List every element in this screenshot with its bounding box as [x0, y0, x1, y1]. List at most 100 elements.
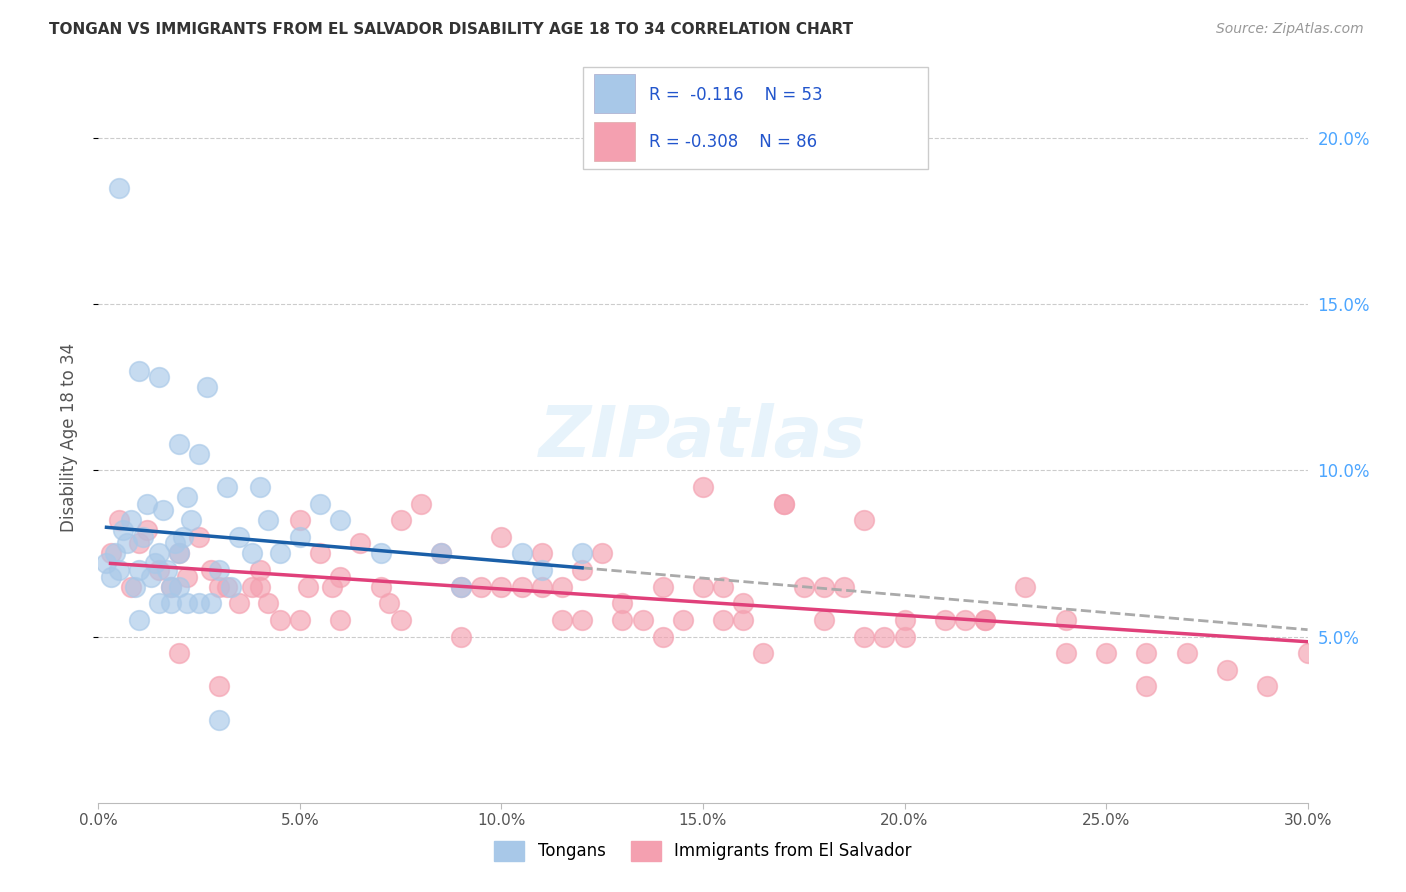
Y-axis label: Disability Age 18 to 34: Disability Age 18 to 34 [59, 343, 77, 532]
Point [188, 447, 211, 461]
Point [217, 580, 239, 594]
Point [128, 563, 150, 577]
Point [389, 613, 412, 627]
Point [107, 513, 129, 527]
Point [103, 546, 125, 560]
Point [491, 530, 513, 544]
Point [321, 580, 343, 594]
Point [1256, 680, 1278, 694]
Legend: Tongans, Immigrants from El Salvador: Tongans, Immigrants from El Salvador [488, 834, 918, 868]
Point [128, 536, 150, 550]
Point [139, 570, 162, 584]
Point [409, 497, 432, 511]
Point [631, 613, 654, 627]
Point [591, 546, 613, 560]
Point [450, 630, 472, 644]
Point [256, 596, 278, 610]
Point [450, 580, 472, 594]
Point [934, 613, 956, 627]
Point [1135, 646, 1157, 660]
Point [1296, 646, 1319, 660]
Point [1135, 680, 1157, 694]
Point [974, 613, 997, 627]
Point [329, 613, 352, 627]
Point [148, 596, 170, 610]
Point [692, 580, 714, 594]
Point [228, 530, 250, 544]
Point [430, 546, 453, 560]
Point [297, 580, 319, 594]
Point [100, 570, 122, 584]
Point [1175, 646, 1198, 660]
Point [188, 596, 211, 610]
Point [249, 580, 271, 594]
Point [893, 630, 915, 644]
Point [143, 557, 166, 571]
Point [167, 546, 190, 560]
Point [124, 580, 146, 594]
Point [208, 563, 231, 577]
Point [221, 580, 243, 594]
Point [612, 613, 634, 627]
Point [510, 580, 533, 594]
Point [711, 580, 734, 594]
Point [167, 580, 190, 594]
Point [195, 380, 218, 394]
Point [491, 580, 513, 594]
Point [510, 546, 533, 560]
Point [672, 613, 695, 627]
Point [733, 613, 755, 627]
FancyBboxPatch shape [593, 122, 636, 161]
Point [217, 480, 239, 494]
Point [163, 536, 186, 550]
Point [551, 580, 574, 594]
Point [612, 596, 634, 610]
Point [571, 613, 593, 627]
Point [240, 546, 263, 560]
Point [208, 680, 231, 694]
Point [148, 546, 170, 560]
Point [692, 480, 714, 494]
Point [135, 523, 157, 537]
Point [309, 546, 332, 560]
Point [772, 497, 794, 511]
Point [132, 530, 155, 544]
Point [96, 557, 118, 571]
Point [208, 580, 231, 594]
Text: R =  -0.116    N = 53: R = -0.116 N = 53 [650, 86, 823, 103]
Point [571, 546, 593, 560]
Point [813, 580, 835, 594]
Point [200, 596, 222, 610]
Text: TONGAN VS IMMIGRANTS FROM EL SALVADOR DISABILITY AGE 18 TO 34 CORRELATION CHART: TONGAN VS IMMIGRANTS FROM EL SALVADOR DI… [49, 22, 853, 37]
Point [115, 536, 138, 550]
Point [530, 563, 553, 577]
Point [167, 436, 190, 450]
Point [711, 613, 734, 627]
Point [349, 536, 371, 550]
Point [329, 513, 352, 527]
Point [853, 630, 876, 644]
Point [208, 713, 231, 727]
Point [148, 370, 170, 384]
Point [1054, 613, 1077, 627]
Text: Source: ZipAtlas.com: Source: ZipAtlas.com [1216, 22, 1364, 37]
Point [269, 613, 291, 627]
Text: R = -0.308    N = 86: R = -0.308 N = 86 [650, 133, 817, 151]
Point [148, 563, 170, 577]
Point [269, 546, 291, 560]
Point [128, 613, 150, 627]
Point [160, 580, 183, 594]
Point [389, 513, 412, 527]
Point [430, 546, 453, 560]
Point [377, 596, 399, 610]
Point [1014, 580, 1036, 594]
Point [176, 596, 198, 610]
Point [256, 513, 278, 527]
Point [974, 613, 997, 627]
Point [551, 613, 574, 627]
Point [873, 630, 896, 644]
Point [813, 613, 835, 627]
Point [651, 580, 673, 594]
Point [172, 530, 194, 544]
Point [152, 503, 174, 517]
